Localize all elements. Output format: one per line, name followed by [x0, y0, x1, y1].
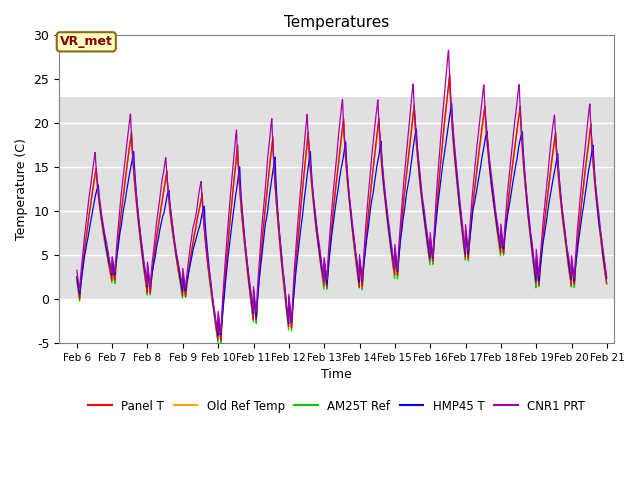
- X-axis label: Time: Time: [321, 368, 352, 381]
- Title: Temperatures: Temperatures: [284, 15, 389, 30]
- Bar: [59, 97, 614, 299]
- Text: VR_met: VR_met: [60, 36, 113, 48]
- Legend: Panel T, Old Ref Temp, AM25T Ref, HMP45 T, CNR1 PRT: Panel T, Old Ref Temp, AM25T Ref, HMP45 …: [83, 395, 589, 417]
- Y-axis label: Temperature (C): Temperature (C): [15, 138, 28, 240]
